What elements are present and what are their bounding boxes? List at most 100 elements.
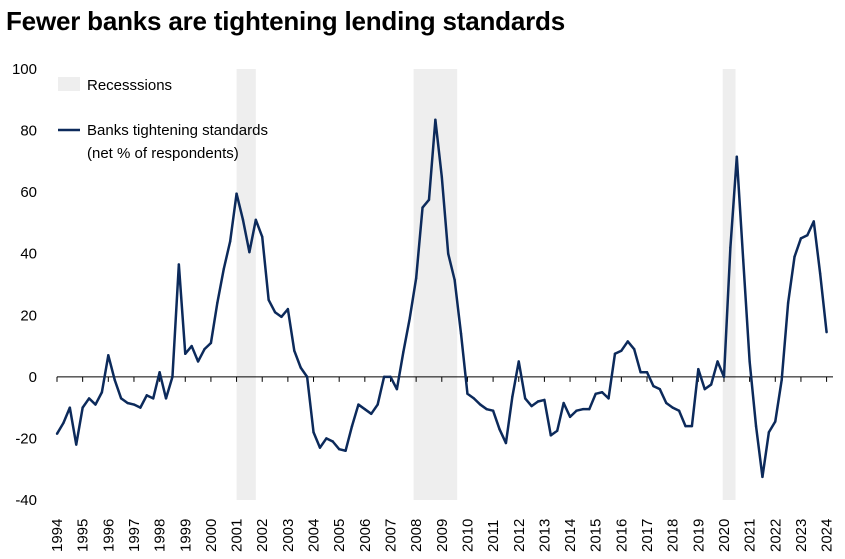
data-point: [209, 341, 213, 345]
legend-series-label-line1: Banks tightening standards: [87, 122, 268, 139]
data-point: [305, 375, 309, 379]
data-point: [414, 277, 418, 280]
data-point: [434, 118, 437, 122]
series-line-layer: [55, 118, 828, 479]
data-point: [254, 218, 258, 222]
data-point: [273, 311, 277, 314]
data-point: [376, 403, 379, 406]
data-point: [735, 155, 738, 158]
data-point: [639, 371, 642, 374]
data-point: [716, 360, 719, 363]
recession-band-2: [413, 69, 458, 500]
data-point: [357, 403, 360, 406]
data-point: [504, 441, 508, 445]
x-tick-label: 1994: [49, 519, 66, 552]
data-point: [75, 443, 78, 446]
data-point: [543, 398, 546, 402]
data-point: [812, 220, 815, 223]
x-tick-label: 1998: [152, 519, 169, 552]
data-point: [228, 240, 232, 243]
x-tick-label: 2017: [639, 519, 656, 552]
data-point: [350, 424, 354, 428]
data-point: [645, 371, 649, 374]
y-tick-label: 80: [20, 123, 37, 140]
x-tick-label: 2012: [511, 519, 528, 552]
data-point: [370, 412, 373, 415]
data-point: [126, 401, 129, 405]
data-point: [556, 429, 559, 432]
x-tick-label: 2013: [536, 519, 553, 552]
legend-recessions-label: Recesssions: [87, 77, 172, 94]
data-point: [119, 397, 123, 400]
x-tick-label: 2003: [280, 519, 297, 552]
data-point: [152, 397, 155, 400]
chart-title: Fewer banks are tightening lending stand…: [6, 6, 565, 36]
data-point: [466, 392, 469, 395]
data-point: [139, 406, 142, 409]
data-point: [722, 375, 726, 379]
data-point: [806, 234, 809, 237]
x-tick-label: 2009: [434, 519, 451, 552]
legend-recession-swatch: [58, 77, 80, 91]
data-point: [761, 475, 764, 479]
data-point: [793, 255, 796, 258]
data-point: [600, 391, 604, 394]
x-tick-label: 2022: [767, 519, 784, 552]
data-point: [729, 246, 732, 249]
x-tick-label: 1995: [75, 519, 92, 552]
data-point: [786, 301, 790, 305]
x-tick-label: 2010: [459, 519, 476, 552]
y-tick-label: -20: [15, 430, 37, 447]
data-point: [331, 440, 334, 443]
data-point: [216, 301, 219, 305]
data-point: [453, 278, 456, 282]
x-tick-label: 2021: [742, 519, 759, 552]
data-point: [190, 344, 193, 348]
data-point: [447, 252, 450, 255]
data-point: [677, 409, 681, 412]
y-tick-label: 40: [20, 246, 37, 263]
data-point: [395, 387, 399, 391]
data-point: [158, 371, 161, 374]
data-point: [203, 347, 206, 351]
x-tick-label: 2001: [229, 519, 246, 552]
data-point: [498, 427, 501, 431]
data-point: [389, 375, 392, 379]
data-point: [479, 403, 482, 406]
data-point: [408, 317, 411, 320]
data-point: [222, 267, 225, 271]
data-point: [818, 272, 822, 275]
data-point: [312, 431, 315, 434]
data-point: [671, 406, 674, 409]
data-point: [709, 383, 713, 386]
data-point: [132, 403, 136, 406]
data-point: [184, 352, 187, 355]
data-point: [113, 378, 116, 382]
data-point: [799, 237, 803, 240]
data-point: [402, 351, 405, 354]
x-tick-label: 2005: [331, 519, 348, 552]
data-point: [690, 424, 694, 428]
data-point: [825, 331, 828, 334]
data-point: [68, 406, 72, 409]
x-tick-label: 2023: [793, 519, 810, 552]
data-point: [703, 387, 706, 391]
data-point: [511, 395, 514, 399]
data-point: [81, 406, 84, 409]
x-tick-label: 2018: [665, 519, 682, 552]
data-point: [613, 352, 617, 355]
chart-axes: [57, 376, 833, 378]
recession-band-1: [236, 69, 256, 500]
data-point: [299, 366, 302, 369]
data-point: [337, 448, 341, 451]
data-point: [491, 409, 495, 412]
data-point: [100, 391, 104, 394]
data-point: [440, 175, 443, 178]
data-point: [754, 424, 758, 428]
data-point: [261, 235, 264, 238]
tick-labels: -40 -20 0 20 40 60 80 100 1994 1995 1996 1997 1998 19…: [12, 61, 836, 552]
data-point: [485, 407, 488, 411]
y-tick-label: -40: [15, 492, 37, 509]
data-point: [594, 392, 597, 395]
